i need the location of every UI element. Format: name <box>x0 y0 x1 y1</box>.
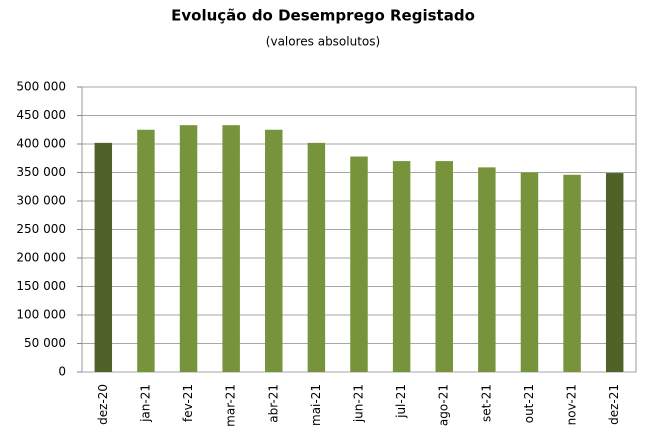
x-tick-label: out-21 <box>522 384 536 423</box>
x-tick-label: jun-21 <box>352 384 366 423</box>
y-tick-label: 500 000 <box>16 80 66 94</box>
y-tick-label: 450 000 <box>16 108 66 122</box>
bar <box>478 167 496 372</box>
y-tick-label: 0 <box>58 365 66 379</box>
bar <box>605 173 624 372</box>
bar <box>435 161 453 372</box>
chart-subtitle: (valores absolutos) <box>266 35 380 49</box>
y-tick-label: 50 000 <box>24 336 66 350</box>
x-tick-label: mar-21 <box>224 384 238 427</box>
bar <box>563 174 581 372</box>
y-tick-label: 250 000 <box>16 222 66 236</box>
bar <box>392 161 411 372</box>
x-tick-label: set-21 <box>479 384 493 422</box>
bar <box>94 142 113 372</box>
y-tick-label: 400 000 <box>16 137 66 151</box>
y-tick-label: 100 000 <box>16 308 66 322</box>
x-tick-label: dez-20 <box>96 384 110 425</box>
x-tick-label: fev-21 <box>181 384 195 422</box>
x-tick-label: dez-21 <box>607 384 621 425</box>
y-tick-label: 200 000 <box>16 251 66 265</box>
x-tick-label: mai-21 <box>309 384 323 426</box>
bar <box>350 156 368 372</box>
y-tick-label: 350 000 <box>16 165 66 179</box>
x-tick-label: jan-21 <box>138 384 152 423</box>
x-tick-label: ago-21 <box>437 384 451 426</box>
y-tick-label: 150 000 <box>16 279 66 293</box>
y-tick-label: 300 000 <box>16 194 66 208</box>
x-tick-label: nov-21 <box>565 384 579 425</box>
bar <box>307 142 326 372</box>
chart-title: Evolução do Desemprego Registado <box>171 7 475 25</box>
bar <box>265 129 283 372</box>
bar <box>222 125 240 372</box>
x-tick-label: abr-21 <box>266 384 280 423</box>
bar <box>137 129 155 372</box>
bar <box>179 125 198 372</box>
x-tick-label: jul-21 <box>394 384 408 419</box>
bar <box>520 172 539 372</box>
